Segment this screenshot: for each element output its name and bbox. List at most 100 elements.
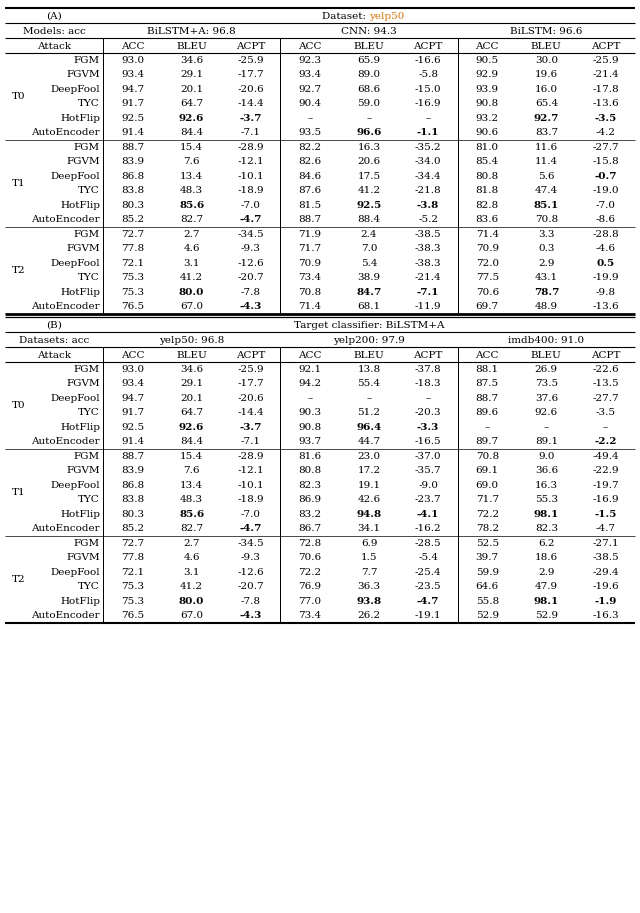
Text: -17.7: -17.7: [237, 379, 264, 388]
Text: TYC: TYC: [78, 495, 100, 504]
Text: 91.7: 91.7: [121, 100, 144, 109]
Text: 34.6: 34.6: [180, 365, 204, 373]
Text: -4.7: -4.7: [417, 597, 439, 605]
Text: 7.0: 7.0: [361, 245, 377, 253]
Text: -16.3: -16.3: [592, 611, 619, 620]
Text: -7.0: -7.0: [241, 201, 260, 210]
Text: 77.8: 77.8: [121, 245, 144, 253]
Text: (B): (B): [46, 320, 62, 330]
Text: AutoEncoder: AutoEncoder: [31, 611, 100, 620]
Text: -34.5: -34.5: [237, 230, 264, 239]
Text: 88.4: 88.4: [357, 215, 381, 225]
Text: 64.7: 64.7: [180, 408, 204, 417]
Text: -4.7: -4.7: [239, 215, 262, 225]
Text: 52.9: 52.9: [535, 611, 558, 620]
Text: 34.6: 34.6: [180, 56, 204, 65]
Text: -7.1: -7.1: [241, 437, 260, 446]
Text: 64.7: 64.7: [180, 100, 204, 109]
Text: -29.4: -29.4: [592, 568, 619, 577]
Text: -19.1: -19.1: [415, 611, 442, 620]
Text: FGVM: FGVM: [67, 70, 100, 79]
Text: Models: acc: Models: acc: [22, 26, 85, 36]
Text: 92.6: 92.6: [535, 408, 558, 417]
Text: 26.9: 26.9: [535, 365, 558, 373]
Text: 2.4: 2.4: [361, 230, 377, 239]
Text: 85.6: 85.6: [179, 201, 204, 210]
Text: 75.3: 75.3: [121, 597, 144, 605]
Text: 72.7: 72.7: [121, 230, 144, 239]
Text: 93.0: 93.0: [121, 365, 144, 373]
Text: -15.8: -15.8: [592, 157, 619, 166]
Text: 96.6: 96.6: [356, 128, 381, 137]
Text: 44.7: 44.7: [357, 437, 381, 446]
Text: TYC: TYC: [78, 186, 100, 195]
Text: ACPT: ACPT: [236, 351, 266, 360]
Text: -5.8: -5.8: [418, 70, 438, 79]
Text: -7.1: -7.1: [417, 288, 440, 297]
Text: DeepFool: DeepFool: [51, 481, 100, 489]
Text: -1.5: -1.5: [595, 509, 616, 519]
Text: -4.3: -4.3: [239, 611, 262, 620]
Text: FGVM: FGVM: [67, 245, 100, 253]
Text: -13.6: -13.6: [592, 100, 619, 109]
Text: 36.6: 36.6: [535, 467, 558, 476]
Text: -20.7: -20.7: [237, 273, 264, 282]
Text: -9.3: -9.3: [241, 553, 260, 562]
Text: -25.9: -25.9: [237, 365, 264, 373]
Text: -38.5: -38.5: [415, 230, 442, 239]
Text: 42.6: 42.6: [357, 495, 381, 504]
Text: 51.2: 51.2: [357, 408, 381, 417]
Text: -49.4: -49.4: [592, 452, 619, 461]
Text: -35.7: -35.7: [415, 467, 442, 476]
Text: 91.4: 91.4: [121, 437, 144, 446]
Text: 47.4: 47.4: [535, 186, 558, 195]
Text: 90.8: 90.8: [476, 100, 499, 109]
Text: 23.0: 23.0: [357, 452, 381, 461]
Text: 34.1: 34.1: [357, 524, 381, 533]
Text: -37.8: -37.8: [415, 365, 442, 373]
Text: 72.8: 72.8: [298, 539, 321, 548]
Text: -12.6: -12.6: [237, 568, 264, 577]
Text: -2.2: -2.2: [594, 437, 617, 446]
Text: -5.2: -5.2: [418, 215, 438, 225]
Text: -4.6: -4.6: [595, 245, 616, 253]
Text: -21.4: -21.4: [415, 273, 442, 282]
Text: 93.0: 93.0: [121, 56, 144, 65]
Text: 84.7: 84.7: [356, 288, 381, 297]
Text: 13.4: 13.4: [180, 481, 204, 489]
Text: -27.7: -27.7: [592, 142, 619, 152]
Text: 83.7: 83.7: [535, 128, 558, 137]
Text: 83.2: 83.2: [298, 509, 321, 519]
Text: -9.3: -9.3: [241, 245, 260, 253]
Text: FGVM: FGVM: [67, 379, 100, 388]
Text: BLEU: BLEU: [176, 351, 207, 360]
Text: T1: T1: [12, 488, 26, 497]
Text: 94.2: 94.2: [298, 379, 321, 388]
Text: -10.1: -10.1: [237, 481, 264, 489]
Text: DeepFool: DeepFool: [51, 85, 100, 94]
Text: –: –: [366, 114, 372, 122]
Text: 71.7: 71.7: [298, 245, 321, 253]
Text: 3.1: 3.1: [184, 258, 200, 268]
Text: 0.3: 0.3: [538, 245, 555, 253]
Text: -38.3: -38.3: [415, 245, 442, 253]
Text: 77.8: 77.8: [121, 553, 144, 562]
Text: 59.9: 59.9: [476, 568, 499, 577]
Text: 47.9: 47.9: [535, 582, 558, 592]
Text: 90.5: 90.5: [476, 56, 499, 65]
Text: -20.3: -20.3: [415, 408, 442, 417]
Text: 4.6: 4.6: [184, 553, 200, 562]
Text: -35.2: -35.2: [415, 142, 442, 152]
Text: 83.8: 83.8: [121, 186, 144, 195]
Text: -28.8: -28.8: [592, 230, 619, 239]
Text: 83.8: 83.8: [121, 495, 144, 504]
Text: -7.0: -7.0: [595, 201, 616, 210]
Text: -19.9: -19.9: [592, 273, 619, 282]
Text: -8.6: -8.6: [595, 215, 616, 225]
Text: -18.9: -18.9: [237, 495, 264, 504]
Text: -34.0: -34.0: [415, 157, 442, 166]
Text: 17.5: 17.5: [357, 172, 381, 181]
Text: 70.6: 70.6: [298, 553, 321, 562]
Text: -25.9: -25.9: [237, 56, 264, 65]
Text: 19.1: 19.1: [357, 481, 381, 489]
